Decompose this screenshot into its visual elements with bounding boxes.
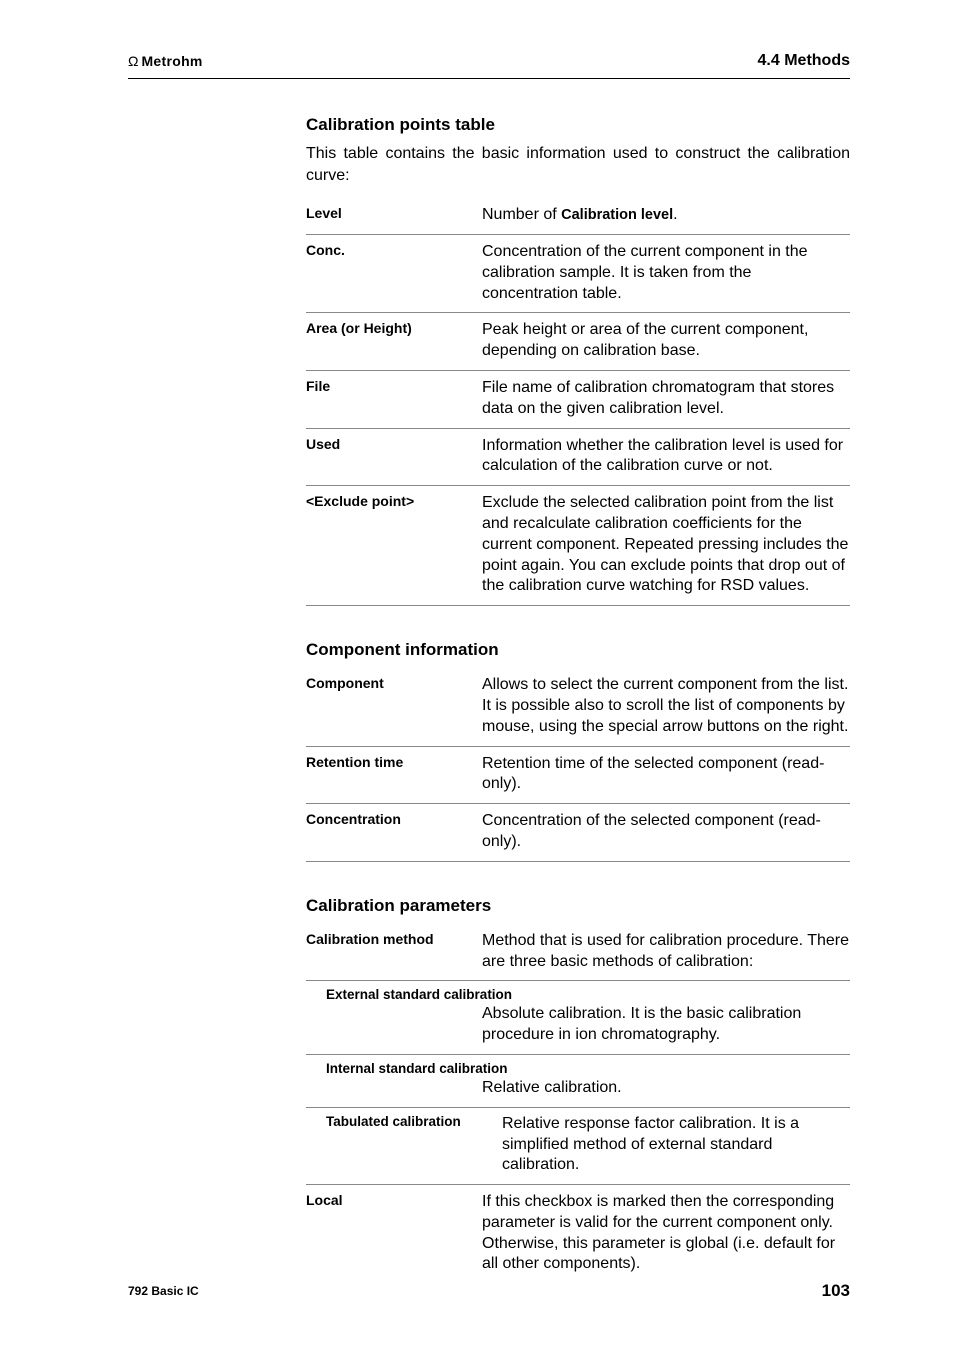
def-row-exclude-point: <Exclude point> Exclude the selected cal… — [306, 486, 850, 606]
page-content: Calibration points table This table cont… — [0, 79, 954, 1283]
def-desc-text-post: . — [673, 206, 677, 223]
def-desc-text: Number of — [482, 206, 561, 223]
footer-page-number: 103 — [822, 1281, 850, 1301]
definition-list-component-info: Component Allows to select the current c… — [306, 668, 850, 862]
def-desc: Information whether the calibration leve… — [482, 436, 850, 478]
def-row-used: Used Information whether the calibration… — [306, 429, 850, 487]
definition-list-calibration-params: Calibration method Method that is used f… — [306, 924, 850, 1284]
sub-row-tabulated: Tabulated calibration Relative response … — [306, 1108, 850, 1185]
def-desc: Retention time of the selected component… — [482, 754, 850, 796]
def-row-area: Area (or Height) Peak height or area of … — [306, 313, 850, 371]
section-intro: This table contains the basic informatio… — [306, 143, 850, 186]
def-desc-bold: Calibration level — [561, 207, 673, 223]
brand-logo: Ω Metrohm — [128, 53, 203, 69]
def-term: Component — [306, 675, 482, 737]
def-term: Level — [306, 205, 482, 226]
def-desc: Allows to select the current component f… — [482, 675, 850, 737]
def-term: Used — [306, 436, 482, 478]
def-desc: If this checkbox is marked then the corr… — [482, 1192, 850, 1275]
def-term: Concentration — [306, 811, 482, 853]
sub-term: Internal standard calibration — [306, 1061, 850, 1076]
def-term: Area (or Height) — [306, 320, 482, 362]
def-row-local: Local If this checkbox is marked then th… — [306, 1185, 850, 1283]
page-footer: 792 Basic IC 103 — [128, 1281, 850, 1301]
def-row-retention-time: Retention time Retention time of the sel… — [306, 747, 850, 805]
section-title-calibration-points: Calibration points table — [306, 115, 850, 135]
section-title-calibration-params: Calibration parameters — [306, 896, 850, 916]
definition-list-calibration-points: Level Number of Calibration level. Conc.… — [306, 198, 850, 606]
def-desc: File name of calibration chromatogram th… — [482, 378, 850, 420]
def-desc: Peak height or area of the current compo… — [482, 320, 850, 362]
def-term: Retention time — [306, 754, 482, 796]
sub-desc: Relative calibration. — [306, 1078, 850, 1099]
def-desc: Concentration of the current component i… — [482, 242, 850, 304]
def-term: Conc. — [306, 242, 482, 304]
section-reference: 4.4 Methods — [758, 52, 850, 70]
def-term: <Exclude point> — [306, 493, 482, 597]
sub-row-external-standard: External standard calibration Absolute c… — [306, 981, 850, 1055]
sub-term: Tabulated calibration — [306, 1114, 502, 1176]
def-row-conc: Conc. Concentration of the current compo… — [306, 235, 850, 313]
def-term: File — [306, 378, 482, 420]
def-row-component: Component Allows to select the current c… — [306, 668, 850, 746]
def-desc: Concentration of the selected component … — [482, 811, 850, 853]
brand-name: Metrohm — [141, 53, 202, 69]
def-row-file: File File name of calibration chromatogr… — [306, 371, 850, 429]
section-title-component-info: Component information — [306, 640, 850, 660]
def-term: Local — [306, 1192, 482, 1275]
def-row-concentration: Concentration Concentration of the selec… — [306, 804, 850, 862]
def-desc: Method that is used for calibration proc… — [482, 931, 850, 973]
footer-document-title: 792 Basic IC — [128, 1284, 199, 1298]
def-desc: Number of Calibration level. — [482, 205, 850, 226]
brand-omega-icon: Ω — [128, 53, 138, 69]
page-header: Ω Metrohm 4.4 Methods — [128, 0, 850, 79]
def-row-level: Level Number of Calibration level. — [306, 198, 850, 235]
sub-desc: Relative response factor calibration. It… — [502, 1114, 850, 1176]
sub-row-internal-standard: Internal standard calibration Relative c… — [306, 1055, 850, 1108]
def-row-calibration-method: Calibration method Method that is used f… — [306, 924, 850, 982]
sub-term: External standard calibration — [306, 987, 850, 1002]
def-desc: Exclude the selected calibration point f… — [482, 493, 850, 597]
sub-desc: Absolute calibration. It is the basic ca… — [306, 1004, 850, 1046]
def-term: Calibration method — [306, 931, 482, 973]
